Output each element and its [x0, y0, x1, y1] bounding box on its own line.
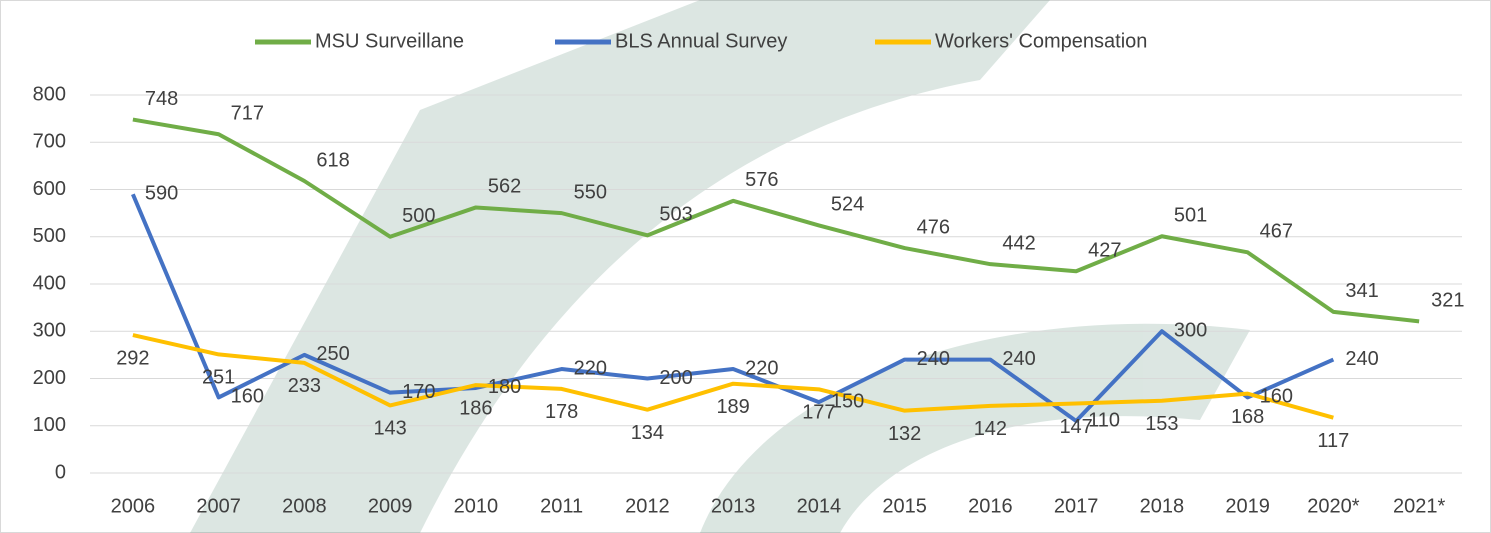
chart: 0 100 200 300 400 500 600 700 800 2006 2007 2008 200…	[0, 0, 1491, 533]
data-label: 220	[574, 357, 607, 379]
data-label: 442	[1002, 232, 1035, 254]
y-tick-label: 700	[33, 131, 66, 153]
x-tick-label: 2009	[368, 495, 413, 517]
x-tick-label: 2016	[968, 495, 1013, 517]
data-label: 134	[631, 422, 664, 444]
x-tick-label: 2008	[282, 495, 327, 517]
x-tick-label: 2014	[797, 495, 842, 517]
data-label: 590	[145, 183, 178, 205]
y-tick-label: 0	[55, 461, 66, 483]
data-label: 467	[1260, 221, 1293, 243]
data-label: 618	[316, 149, 349, 171]
y-tick-label: 800	[33, 83, 66, 105]
data-label: 251	[202, 367, 235, 389]
x-tick-label: 2015	[882, 495, 927, 517]
legend-label: MSU Surveillane	[315, 30, 464, 52]
data-label: 168	[1231, 406, 1264, 428]
data-label: 117	[1317, 430, 1349, 452]
x-tick-label: 2013	[711, 495, 756, 517]
data-label: 524	[831, 194, 864, 216]
data-label: 186	[459, 397, 492, 419]
x-tick-label: 2011	[540, 495, 583, 517]
x-tick-label: 2007	[196, 495, 241, 517]
data-label: 160	[231, 386, 264, 408]
data-label: 150	[831, 390, 864, 412]
x-tick-label: 2010	[454, 495, 499, 517]
data-label: 132	[888, 423, 921, 445]
y-tick-label: 100	[33, 414, 66, 436]
data-label: 748	[145, 88, 178, 110]
data-label: 341	[1345, 280, 1378, 302]
y-tick-label: 200	[33, 367, 66, 389]
data-label: 576	[745, 169, 778, 191]
data-label: 180	[488, 376, 521, 398]
data-label: 240	[1345, 348, 1378, 370]
data-label: 178	[545, 401, 578, 423]
data-label: 160	[1260, 386, 1293, 408]
legend-label: Workers' Compensation	[935, 30, 1147, 52]
data-label: 476	[917, 216, 950, 238]
data-label: 250	[316, 343, 349, 365]
data-label: 147	[1059, 416, 1092, 438]
data-label: 503	[659, 204, 692, 226]
x-tick-label: 2018	[1140, 495, 1185, 517]
data-label: 500	[402, 205, 435, 227]
x-tick-label: 2021*	[1393, 495, 1445, 517]
x-tick-label: 2006	[111, 495, 156, 517]
data-label: 321	[1431, 290, 1464, 312]
data-label: 717	[231, 102, 264, 124]
y-tick-label: 300	[33, 320, 66, 342]
data-label: 550	[574, 181, 607, 203]
data-label: 110	[1088, 409, 1120, 431]
data-label: 562	[488, 176, 521, 198]
data-label: 177	[802, 402, 835, 424]
data-label: 143	[373, 418, 406, 440]
x-tick-label: 2020*	[1307, 495, 1359, 517]
data-label: 220	[745, 357, 778, 379]
y-tick-label: 500	[33, 225, 66, 247]
data-label: 300	[1174, 320, 1207, 342]
data-label: 153	[1145, 413, 1178, 435]
y-tick-label: 600	[33, 178, 66, 200]
data-label: 240	[917, 348, 950, 370]
x-tick-label: 2017	[1054, 495, 1099, 517]
y-tick-label: 400	[33, 272, 66, 294]
data-label: 142	[974, 418, 1007, 440]
data-label: 233	[288, 375, 321, 397]
x-tick-label: 2012	[625, 495, 670, 517]
data-label: 240	[1002, 348, 1035, 370]
data-label: 501	[1174, 205, 1207, 227]
legend-label: BLS Annual Survey	[615, 30, 787, 52]
data-label: 189	[716, 396, 749, 418]
data-label: 292	[116, 347, 149, 369]
data-label: 170	[402, 381, 435, 403]
x-tick-label: 2019	[1225, 495, 1270, 517]
data-label: 427	[1088, 240, 1121, 262]
data-label: 200	[659, 367, 692, 389]
